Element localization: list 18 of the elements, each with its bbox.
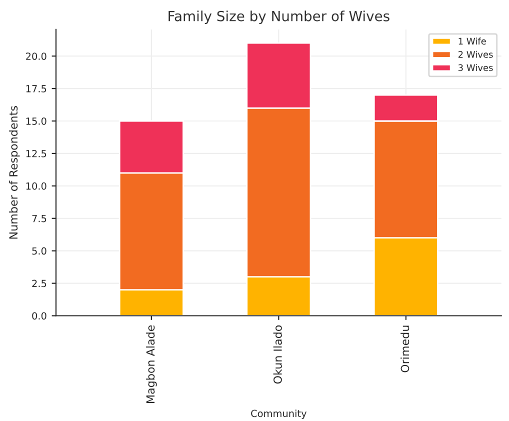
legend-label: 1 Wife [458,38,486,45]
y-tick-label: 20.0 [26,52,46,60]
y-tick-label: 2.5 [32,280,46,288]
y-tick-label: 15.0 [26,117,46,125]
y-tick-label: 17.5 [26,85,46,92]
x-tick-label: Orimedu [400,326,410,372]
x-tick-label: Magbon Alade [146,325,157,403]
y-tick-label: 7.5 [32,214,46,222]
y-tick-label: 5.0 [32,247,46,255]
legend-label: 2 Wives [458,50,493,58]
x-axis-title: Community [251,410,307,420]
y-tick-label: 0.0 [32,312,46,320]
legend-label: 3 Wives [458,64,493,72]
chart-title: Family Size by Number of Wives [168,10,390,24]
y-axis-title: Number of Respondents [9,106,20,239]
y-tick-label: 10.0 [26,182,46,190]
x-tick-label: Okun Ilado [273,325,282,384]
y-tick-label: 12.5 [26,150,46,158]
